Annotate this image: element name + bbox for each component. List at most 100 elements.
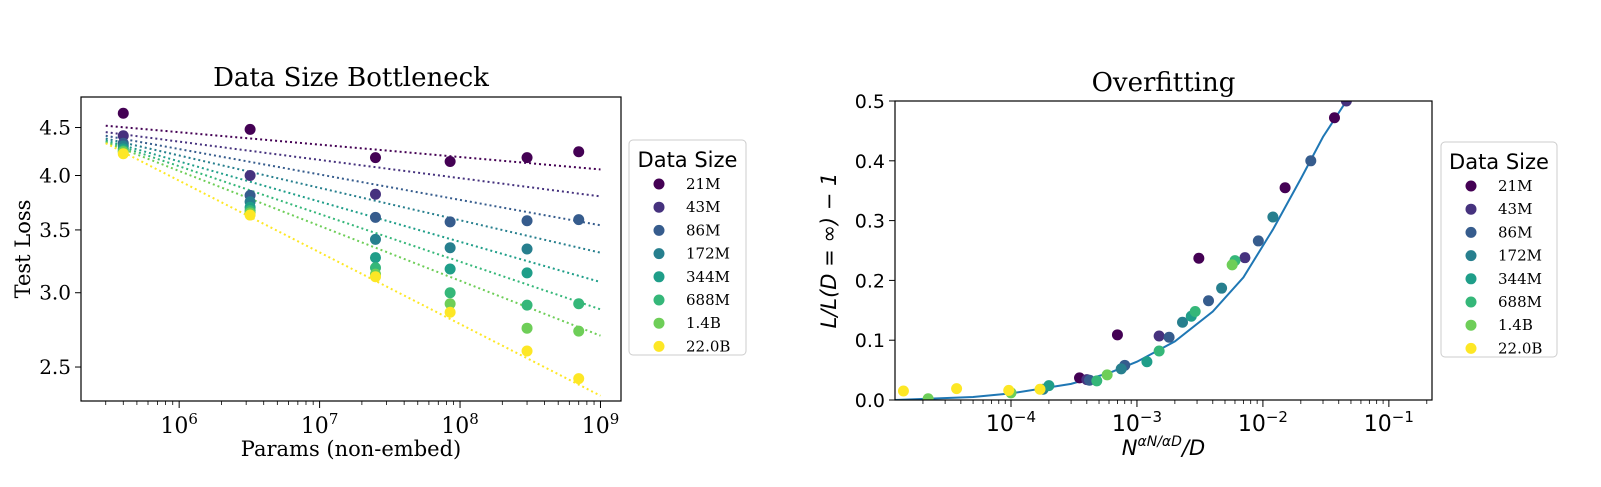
data-point [922,393,934,400]
data-point [1034,383,1046,395]
legend-label: 344M [686,268,730,286]
legend-marker [653,294,665,306]
legend-marker [1465,342,1477,354]
legend-marker [653,317,665,329]
x-tick-label: 107 [301,410,339,439]
legend-label: 172M [686,245,730,263]
data-point [1003,384,1015,396]
y-tick-label: 3.5 [39,218,71,242]
chart-title: Overfitting [1092,68,1236,98]
data-point [573,298,585,310]
data-point [369,271,381,283]
legend-marker [653,201,665,213]
data-point [1091,375,1103,387]
fit-line [105,134,601,227]
y-tick-label: 4.0 [39,164,71,188]
data-point [444,216,456,228]
data-point [444,306,456,318]
data-size-bottleneck-chart: Data Size Bottleneck 2.5 3.0 3.5 4.0 4.5 106 10… [11,63,747,461]
data-point [1153,330,1165,342]
data-point [1252,235,1264,247]
data-point [117,107,129,119]
legend-label: 86M [686,221,720,239]
data-point [521,345,533,357]
chart-title: Data Size Bottleneck [213,63,489,93]
data-point [244,170,256,182]
x-tick-label: 10−2 [1238,408,1288,437]
data-point [244,209,256,221]
legend-marker [1465,180,1477,192]
data-point [444,155,456,167]
data-point [444,287,456,299]
data-point [521,267,533,279]
data-point [369,211,381,223]
data-point [369,152,381,164]
legend-label: 688M [1498,293,1542,311]
fit-line [105,131,601,198]
y-axis-label: Test Loss [11,200,35,299]
y-tick-label: 0.1 [855,330,885,352]
x-axis-label: Params (non-embed) [241,437,461,461]
legend-marker [653,224,665,236]
fit-line [105,139,601,283]
legend-label: 1.4B [1498,316,1533,334]
data-point [951,383,963,395]
fit-curve [895,101,1348,400]
data-point [573,373,585,385]
data-point [521,322,533,334]
y-axis-label: L/L(D = ∞) − 1 [817,173,841,329]
data-point [573,325,585,337]
data-point [1216,282,1228,294]
data-point [1153,345,1165,357]
legend-label: 43M [686,198,720,216]
data-point [1141,356,1153,368]
legend-marker [1465,250,1477,262]
legend-title: Data Size [1449,150,1549,174]
data-point [444,242,456,254]
legend-marker [1465,273,1477,285]
y-tick-label: 0.5 [855,91,885,113]
data-point [1163,331,1175,343]
data-point [369,233,381,245]
data-point [1043,380,1055,392]
overfitting-chart: Overfitting 0.0 0.1 0.2 0.3 0.4 0.5 10−4 10−3 10−… [817,68,1558,460]
data-point [1203,295,1215,307]
legend-marker [1465,203,1477,215]
data-point [369,188,381,200]
y-tick-label: 0.2 [855,270,885,292]
data-point [117,148,129,160]
x-tick-label: 106 [160,410,198,439]
plot-area [105,107,601,397]
fit-line [105,140,601,311]
legend-marker [653,178,665,190]
legend-marker [653,271,665,283]
data-point [1111,329,1123,341]
legend-marker [653,248,665,260]
data-point [521,243,533,255]
legend-marker [1465,226,1477,238]
legend-label: 21M [686,175,720,193]
data-point [1239,252,1251,264]
plot-frame [80,96,622,402]
legend-marker [653,340,665,352]
data-point [521,299,533,311]
x-axis-label: NαN/αD/D [1122,434,1205,460]
data-point [1115,363,1127,375]
legend-marker [1465,296,1477,308]
legend-label: 172M [1498,247,1542,265]
legend-label: 21M [1498,177,1532,195]
legend-label: 22.0B [1498,339,1542,357]
legend-title: Data Size [638,148,738,172]
data-point [444,263,456,275]
legend-label: 43M [1498,200,1532,218]
data-point [1226,259,1238,271]
plot-area [895,101,1352,400]
data-point [1101,369,1113,381]
legend-label: 688M [686,291,730,309]
data-point [573,146,585,158]
x-tick-label: 10−4 [986,408,1036,437]
legend-label: 344M [1498,270,1542,288]
y-tick-label: 4.5 [39,116,71,140]
data-point [444,298,456,310]
